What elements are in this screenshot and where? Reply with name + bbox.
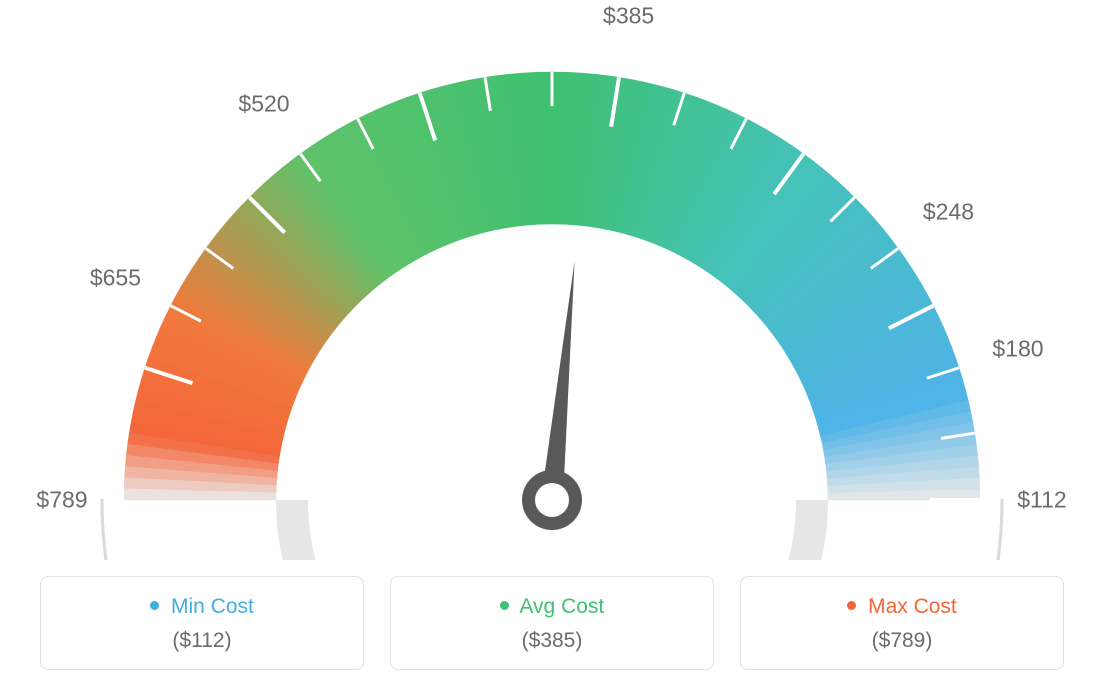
legend-title-max: Max Cost (751, 595, 1053, 619)
legend-title-min: Min Cost (51, 595, 353, 619)
dot-icon (500, 601, 509, 610)
gauge-tick-label: $112 (1017, 487, 1066, 514)
dot-icon (150, 601, 159, 610)
gauge-tick-label: $655 (90, 264, 141, 291)
gauge-svg (0, 0, 1104, 560)
legend-title-avg: Avg Cost (401, 595, 703, 619)
gauge-tick-label: $385 (603, 3, 654, 30)
gauge-tick-label: $789 (36, 487, 87, 514)
gauge-chart-container: Min Cost ($112) Avg Cost ($385) Max Cost… (0, 0, 1104, 690)
legend-value-min: ($112) (51, 629, 353, 653)
legend-title-text: Max Cost (868, 595, 957, 618)
legend-row: Min Cost ($112) Avg Cost ($385) Max Cost… (40, 576, 1064, 670)
legend-card-min: Min Cost ($112) (40, 576, 364, 670)
legend-title-text: Min Cost (171, 595, 254, 618)
legend-card-max: Max Cost ($789) (740, 576, 1064, 670)
legend-card-avg: Avg Cost ($385) (390, 576, 714, 670)
legend-title-text: Avg Cost (519, 595, 604, 618)
gauge-tick-label: $520 (238, 90, 289, 117)
gauge-tick-label: $180 (992, 335, 1043, 362)
gauge-tick-label: $248 (923, 198, 974, 225)
dot-icon (847, 601, 856, 610)
legend-value-max: ($789) (751, 629, 1053, 653)
legend-value-avg: ($385) (401, 629, 703, 653)
